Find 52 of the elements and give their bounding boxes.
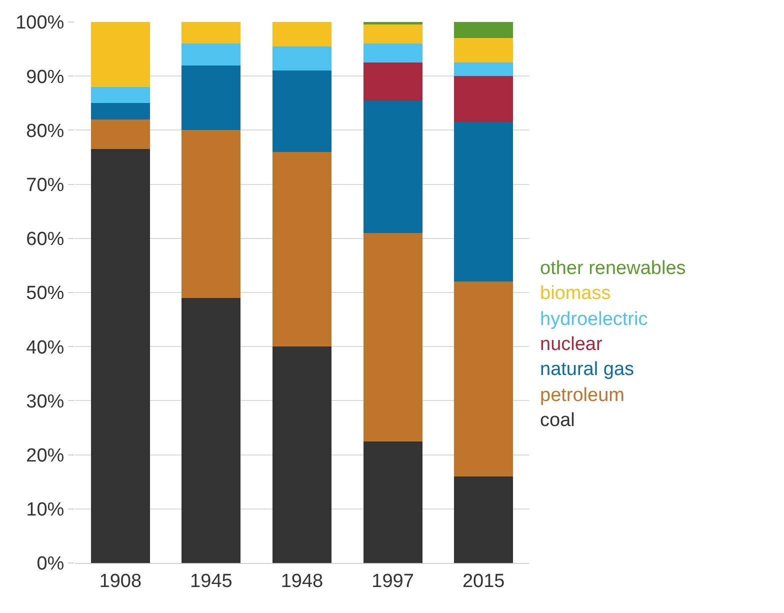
bar: [363, 22, 422, 25]
bar: [272, 152, 332, 347]
bar: [90, 119, 150, 150]
y-tick-label: 10%: [26, 500, 64, 521]
text: hydroelectric: [540, 309, 648, 330]
y-tick-label: 40%: [26, 337, 64, 358]
y-tick-label: 90%: [26, 66, 64, 88]
text: natural gas: [540, 359, 634, 380]
text: nuclear: [540, 334, 603, 355]
bar: [272, 46, 332, 71]
bar: [272, 22, 332, 46]
bar: [363, 232, 422, 442]
bar: [454, 282, 514, 476]
bar: [454, 62, 514, 76]
x-tick-label: 1908: [99, 570, 142, 592]
bar: [454, 38, 514, 63]
bar: [363, 441, 422, 563]
bar: [363, 62, 422, 100]
y-tick-label: 50%: [26, 283, 64, 304]
y-tick-label: 100%: [16, 12, 64, 34]
bar: [454, 476, 514, 563]
bar: [90, 103, 150, 120]
bar: [182, 22, 241, 44]
bar: [182, 44, 241, 66]
bar: [454, 122, 514, 282]
text: other renewables: [540, 258, 686, 279]
bar: [90, 22, 150, 87]
bar: [182, 298, 241, 563]
y-tick-label: 60%: [26, 229, 64, 250]
bar: [454, 22, 514, 38]
y-tick-label: 80%: [26, 120, 64, 142]
y-tick-label: 20%: [26, 445, 64, 466]
bar: [272, 70, 332, 152]
text: coal: [540, 410, 575, 431]
x-tick-label: 1997: [372, 570, 414, 592]
x-tick-label: 2015: [462, 570, 505, 592]
bar: [90, 86, 150, 104]
bar: [272, 346, 332, 563]
series-label: petroleum: [540, 385, 624, 406]
x-tick-label: 1948: [280, 570, 324, 592]
bar: [363, 24, 422, 44]
text: biomass: [540, 283, 611, 304]
bar: [363, 100, 422, 233]
y-tick-label: 30%: [26, 391, 64, 412]
bar: [90, 149, 150, 563]
bar: [454, 76, 514, 122]
y-tick-label: 70%: [26, 174, 64, 196]
bar: [363, 44, 422, 63]
bar: [182, 65, 241, 130]
x-tick-label: 1945: [190, 570, 232, 592]
y-tick-label: 0%: [36, 554, 64, 575]
bar: [182, 130, 241, 298]
